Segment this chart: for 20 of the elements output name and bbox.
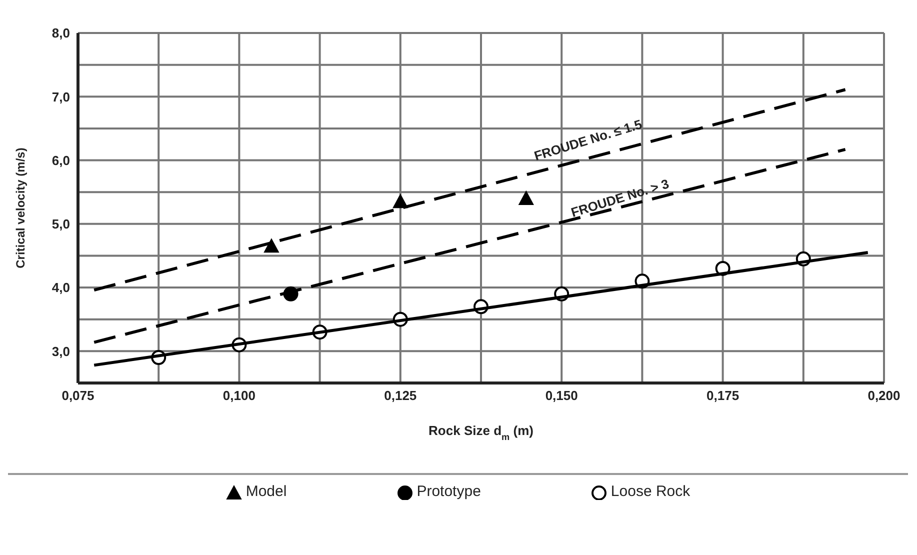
x-tick-label: 0,100: [222, 388, 256, 404]
legend-label: Prototype: [416, 483, 481, 500]
x-tick-label: 0,125: [384, 388, 417, 404]
point: [518, 190, 534, 205]
y-tick-label: 5,0: [52, 216, 70, 232]
point: [264, 238, 279, 253]
x-tick-label: 0,150: [545, 388, 578, 404]
x-tick-label: 0,175: [706, 388, 740, 404]
y-tick-label: 6,0: [52, 152, 70, 168]
legend-label: Loose Rock: [610, 483, 690, 500]
legend-label: Model: [244, 483, 287, 500]
point: [392, 194, 408, 208]
y-axis-title: Critical velocity (m/s): [13, 148, 28, 268]
y-tick-label: 7,0: [52, 89, 70, 104]
x-tick-label: 0,075: [62, 388, 94, 404]
x-axis-title: Rock Size d$_{m}$ (m): [428, 423, 534, 442]
y-tick-label: 3,0: [52, 344, 70, 359]
x-tick-label: 0,200: [868, 388, 900, 404]
y-tick-label: 8,0: [52, 26, 70, 41]
y-tick-label: 4,0: [52, 280, 70, 296]
